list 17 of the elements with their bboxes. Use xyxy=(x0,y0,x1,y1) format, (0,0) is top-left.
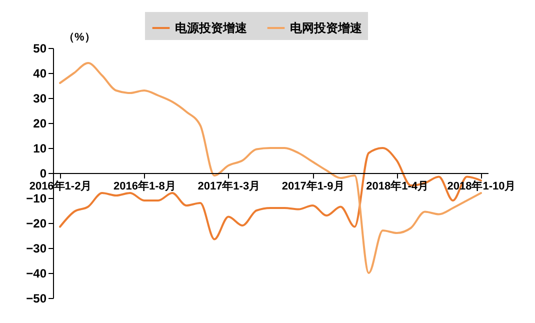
y-tick-label: 40 xyxy=(33,66,47,80)
y-tick-label: −20 xyxy=(26,216,47,230)
y-tick-label: 20 xyxy=(33,116,47,130)
y-tick-label: 30 xyxy=(33,92,47,106)
x-tick-label: 2017年1-9月 xyxy=(282,180,344,192)
legend-label: 电源投资增速 xyxy=(175,21,248,35)
y-tick-label: −40 xyxy=(26,266,47,280)
y-axis-title: （%） xyxy=(64,32,96,44)
y-tick-label: −50 xyxy=(26,292,47,306)
legend-label: 电网投资增速 xyxy=(290,21,363,35)
y-tick-label: 50 xyxy=(33,42,47,56)
y-tick-label: −30 xyxy=(26,242,47,256)
x-tick-label: 2016年1-8月 xyxy=(114,180,176,192)
y-tick-label: 10 xyxy=(33,142,47,156)
y-tick-label: 0 xyxy=(40,166,47,180)
x-tick-label: 2017年1-3月 xyxy=(198,180,260,192)
y-tick-label: −10 xyxy=(26,192,47,206)
